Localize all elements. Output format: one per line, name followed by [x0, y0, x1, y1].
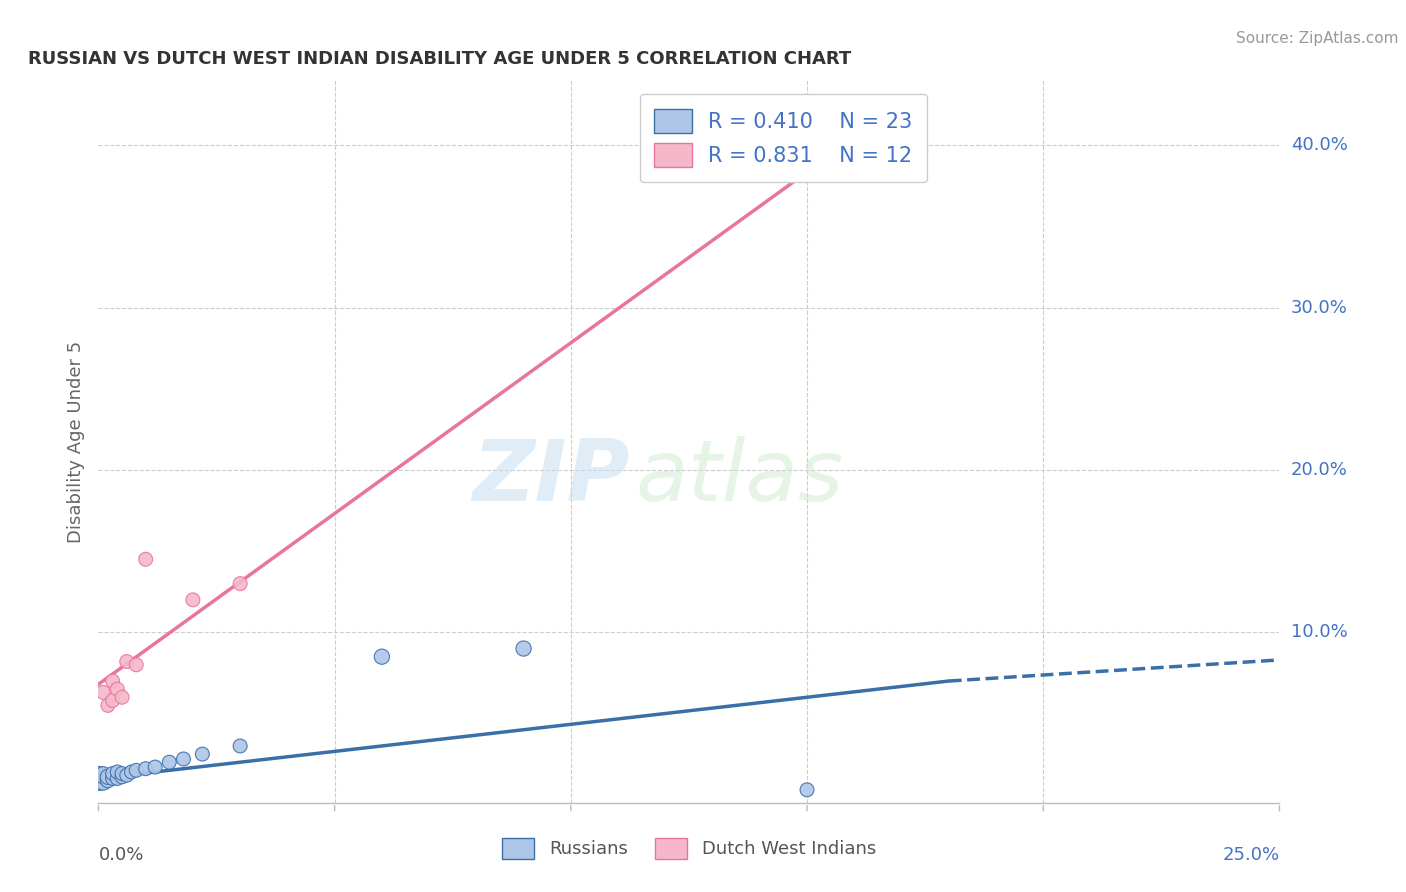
Point [125, 764, 148, 778]
Point [111, 770, 134, 784]
Point [101, 772, 124, 786]
Point [97, 773, 120, 788]
Point [105, 764, 128, 779]
Point [111, 690, 134, 705]
Point [512, 641, 534, 656]
Text: 0.0%: 0.0% [98, 847, 143, 864]
Point [125, 657, 148, 672]
Point [135, 552, 157, 566]
Text: RUSSIAN VS DUTCH WEST INDIAN DISABILITY AGE UNDER 5 CORRELATION CHART: RUSSIAN VS DUTCH WEST INDIAN DISABILITY … [28, 50, 851, 68]
Text: 20.0%: 20.0% [1291, 461, 1347, 479]
Point [91, 685, 114, 699]
Point [121, 764, 143, 779]
Text: atlas: atlas [636, 436, 844, 519]
Point [181, 592, 204, 607]
Point [796, 782, 818, 797]
Text: ZIP: ZIP [472, 436, 630, 519]
Point [229, 739, 252, 753]
Point [101, 693, 124, 707]
Point [101, 673, 124, 688]
Text: 40.0%: 40.0% [1291, 136, 1347, 154]
Point [97, 770, 120, 784]
Y-axis label: Disability Age Under 5: Disability Age Under 5 [66, 341, 84, 542]
Point [143, 760, 166, 774]
Point [115, 768, 138, 782]
Point [172, 752, 194, 766]
Legend: Russians, Dutch West Indians: Russians, Dutch West Indians [495, 830, 883, 866]
Point [91, 774, 114, 789]
Point [229, 576, 252, 591]
Text: Source: ZipAtlas.com: Source: ZipAtlas.com [1236, 31, 1399, 46]
Point [115, 655, 138, 669]
Point [101, 766, 124, 780]
Text: 10.0%: 10.0% [1291, 624, 1347, 641]
Point [105, 772, 128, 786]
Point [135, 762, 157, 776]
Point [87, 772, 110, 786]
Text: 25.0%: 25.0% [1222, 847, 1279, 864]
Point [371, 649, 394, 664]
Point [191, 747, 214, 761]
Point [844, 114, 866, 128]
Point [105, 682, 128, 697]
Text: 30.0%: 30.0% [1291, 299, 1347, 317]
Point [91, 768, 114, 782]
Point [157, 755, 180, 769]
Point [97, 698, 120, 713]
Point [111, 766, 134, 780]
